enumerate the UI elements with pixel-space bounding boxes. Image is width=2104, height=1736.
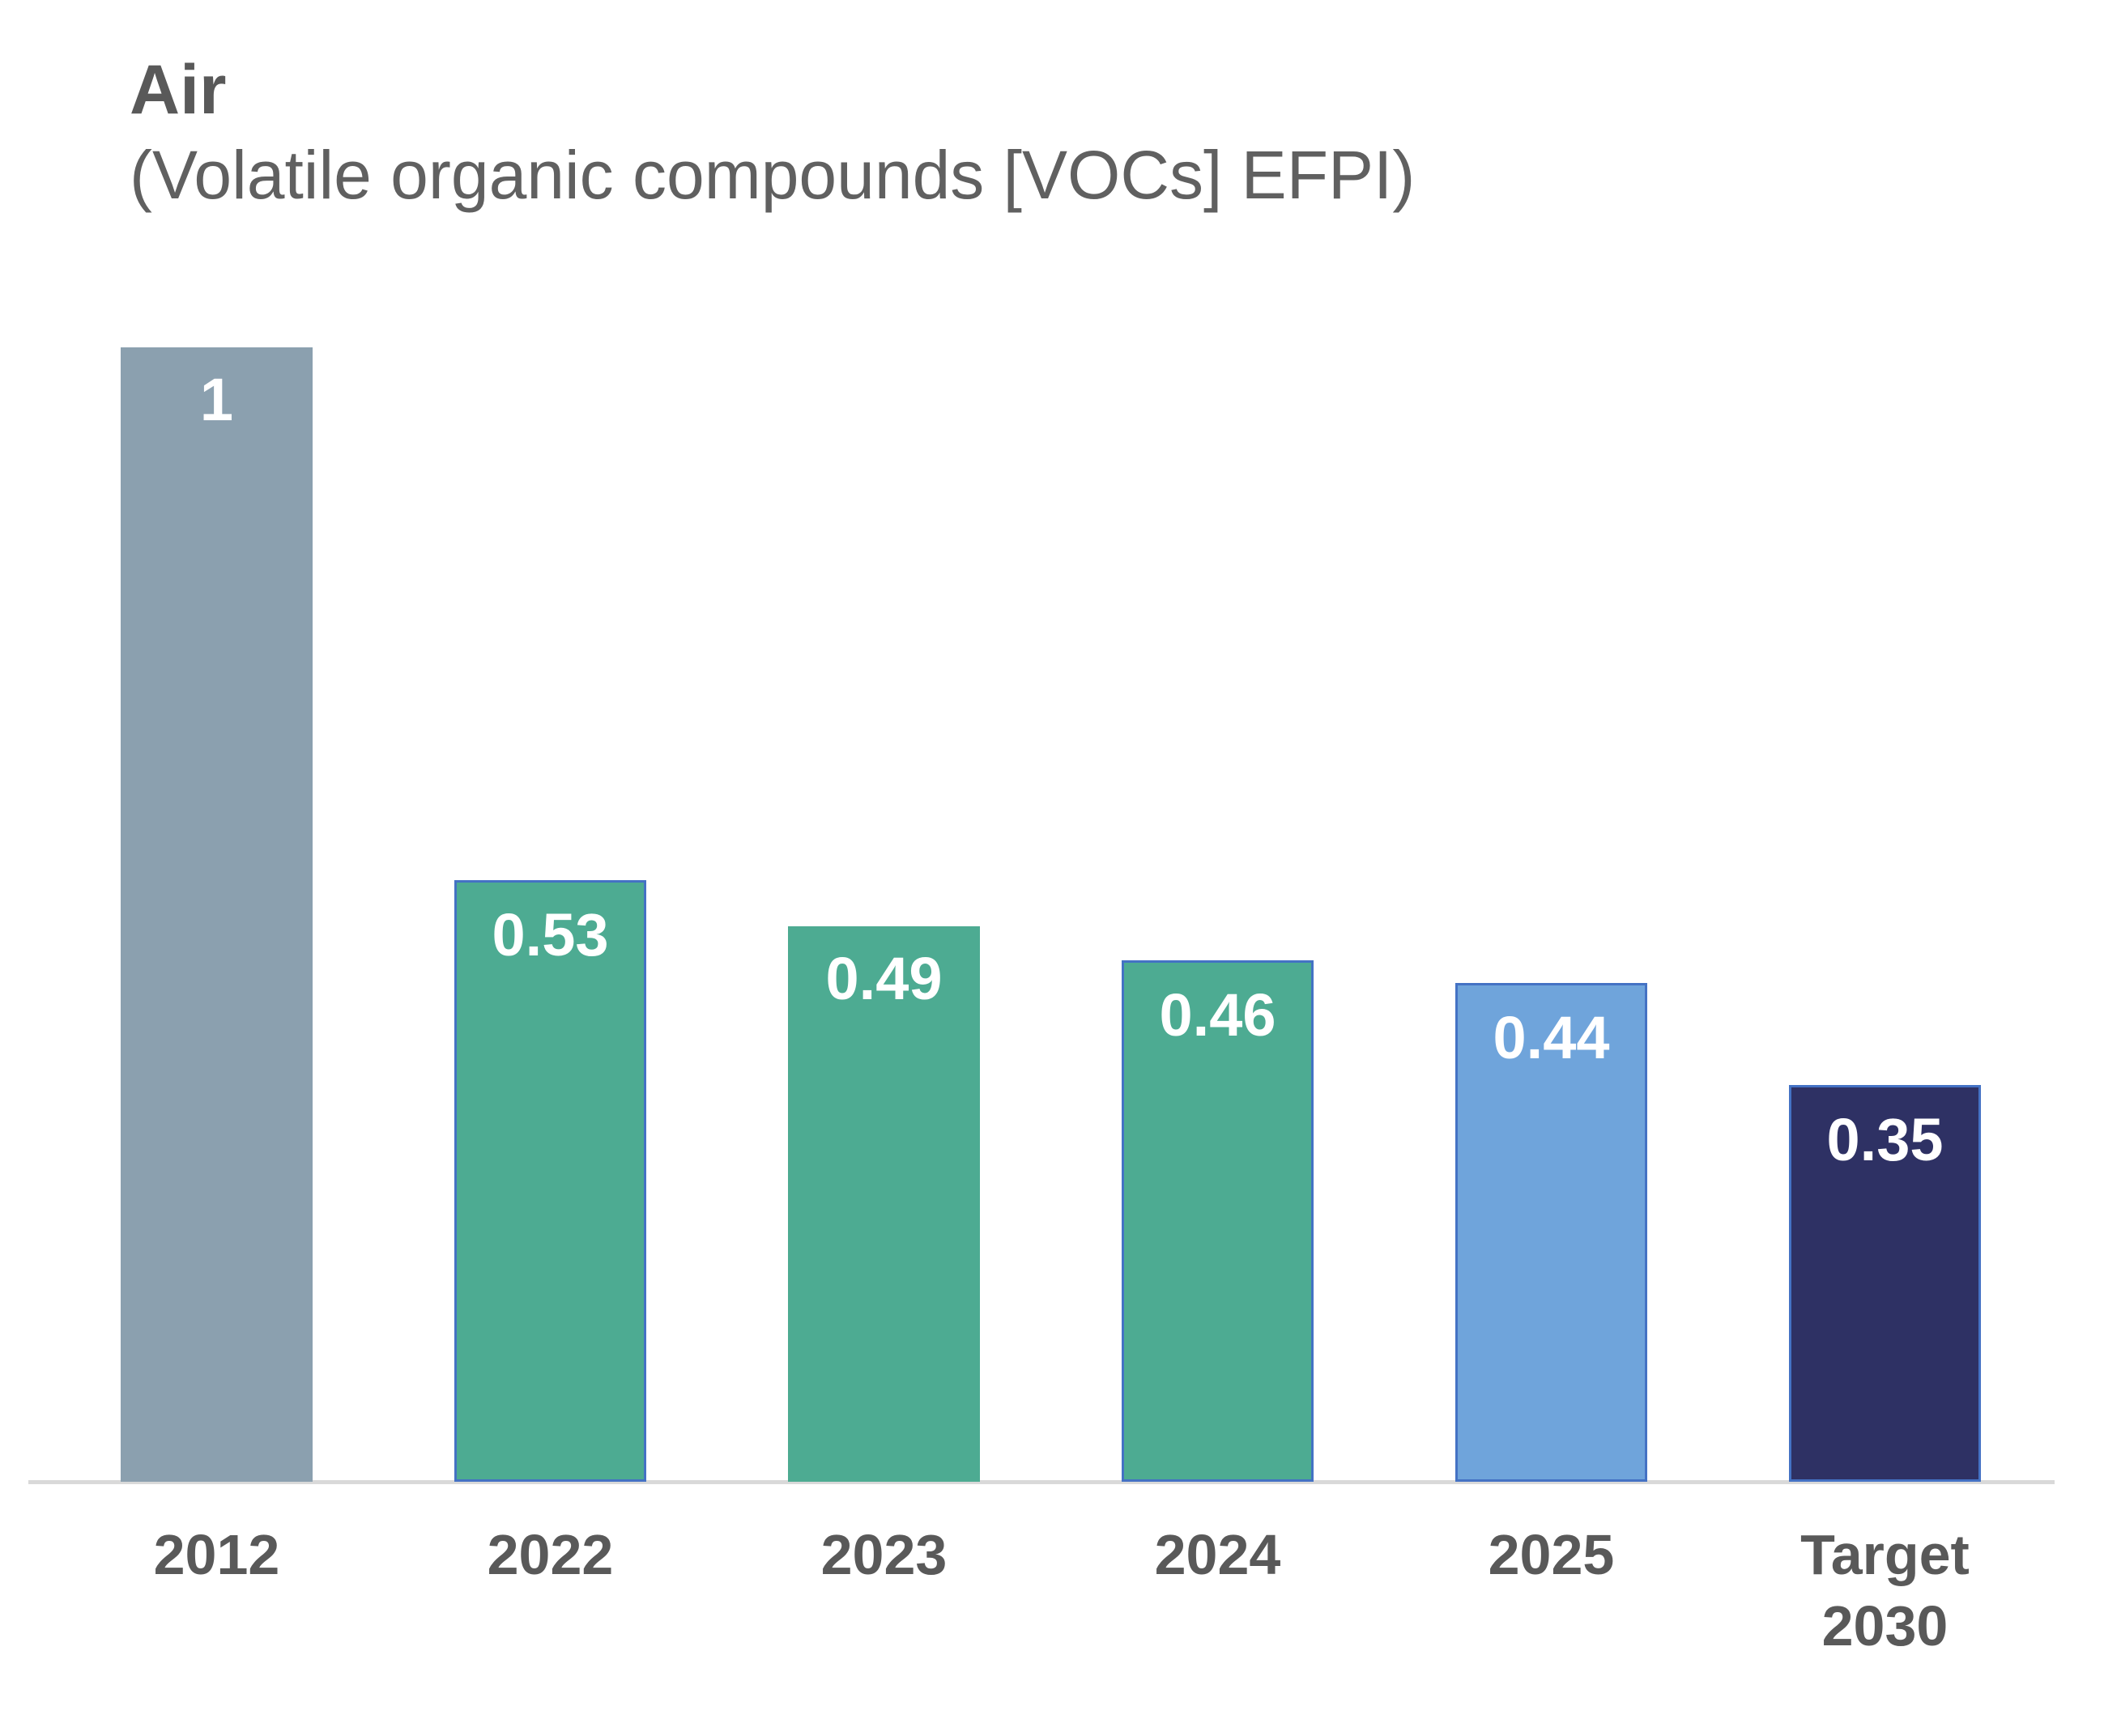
x-axis-label-2022: 2022 <box>487 1523 614 1586</box>
x-axis-label-2012: 2012 <box>153 1523 280 1586</box>
bar-value-label-2024: 0.46 <box>1159 981 1276 1049</box>
bar-2023: 0.49 <box>788 926 980 1482</box>
bar-value-label-2025: 0.44 <box>1493 1004 1610 1071</box>
bar-2024: 0.46 <box>1122 960 1314 1482</box>
bar-value-label-2022: 0.53 <box>492 901 609 968</box>
bar-2012: 1 <box>121 347 313 1482</box>
x-axis-baseline <box>28 1480 2055 1484</box>
bar-value-label-target-2030: 0.35 <box>1826 1106 1944 1173</box>
bar-2025: 0.44 <box>1455 983 1647 1482</box>
x-axis-label-target-2030: Target 2030 <box>1800 1523 1970 1657</box>
bar-target-2030: 0.35 <box>1789 1085 1981 1482</box>
chart-title: Air <box>130 51 227 129</box>
bar-value-label-2012: 1 <box>199 366 234 433</box>
x-axis-label-2024: 2024 <box>1154 1523 1281 1586</box>
x-axis-label-2025: 2025 <box>1488 1523 1615 1586</box>
bar-value-label-2023: 0.49 <box>825 945 943 1012</box>
chart-subtitle: (Volatile organic compounds [VOCs] EFPI) <box>130 137 1416 213</box>
bar-2022: 0.53 <box>454 880 646 1482</box>
x-axis-label-2023: 2023 <box>820 1523 948 1586</box>
